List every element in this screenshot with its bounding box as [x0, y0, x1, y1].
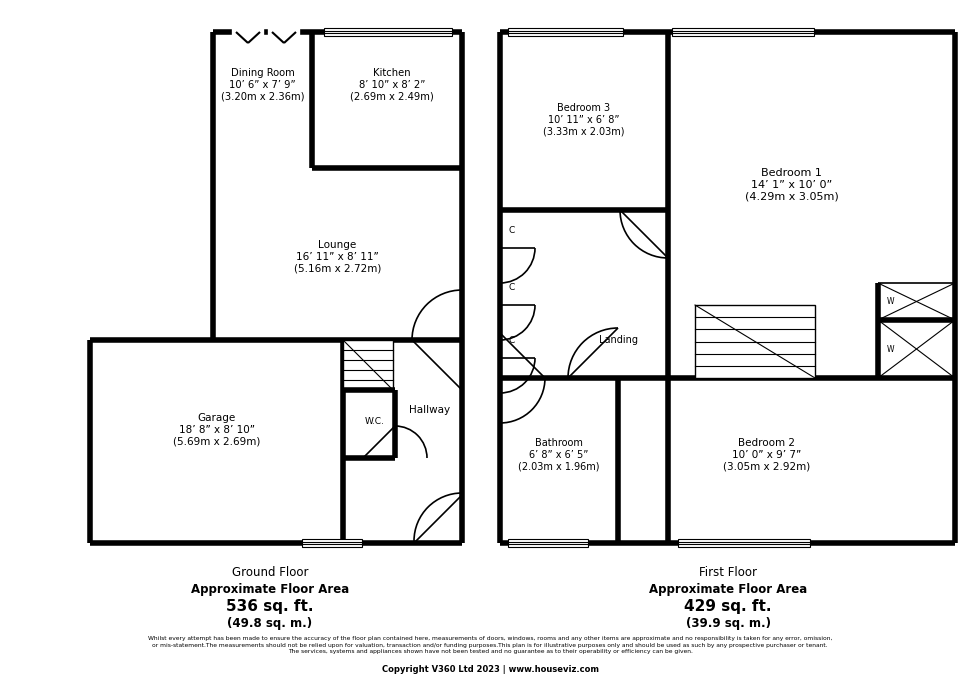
- Bar: [324, 28, 452, 36]
- Text: Garage
18’ 8” x 8’ 10”
(5.69m x 2.69m): Garage 18’ 8” x 8’ 10” (5.69m x 2.69m): [172, 414, 260, 446]
- Text: Bedroom 1
14’ 1” x 10’ 0”
(4.29m x 3.05m): Bedroom 1 14’ 1” x 10’ 0” (4.29m x 3.05m…: [745, 168, 838, 202]
- Text: Bedroom 3
10’ 11” x 6’ 8”
(3.33m x 2.03m): Bedroom 3 10’ 11” x 6’ 8” (3.33m x 2.03m…: [543, 103, 625, 137]
- Text: First Floor: First Floor: [699, 566, 757, 579]
- Text: Bathroom
6’ 8” x 6’ 5”
(2.03m x 1.96m): Bathroom 6’ 8” x 6’ 5” (2.03m x 1.96m): [518, 439, 600, 472]
- Bar: [678, 539, 810, 547]
- Bar: [695, 305, 815, 378]
- Text: Approximate Floor Area: Approximate Floor Area: [649, 583, 808, 595]
- Text: Ground Floor: Ground Floor: [231, 566, 309, 579]
- Bar: [302, 539, 362, 547]
- Text: (49.8 sq. m.): (49.8 sq. m.): [227, 617, 313, 631]
- Text: C: C: [509, 226, 515, 235]
- Bar: [508, 539, 588, 547]
- Text: W: W: [886, 297, 894, 306]
- Text: Landing: Landing: [599, 335, 638, 345]
- Bar: [508, 28, 623, 36]
- Text: Dining Room
10’ 6” x 7’ 9”
(3.20m x 2.36m): Dining Room 10’ 6” x 7’ 9” (3.20m x 2.36…: [220, 69, 304, 102]
- Text: C: C: [509, 336, 515, 345]
- Text: 536 sq. ft.: 536 sq. ft.: [226, 599, 314, 613]
- Text: Lounge
16’ 11” x 8’ 11”
(5.16m x 2.72m): Lounge 16’ 11” x 8’ 11” (5.16m x 2.72m): [294, 240, 381, 274]
- Text: Hallway: Hallway: [410, 405, 451, 415]
- Text: (39.9 sq. m.): (39.9 sq. m.): [685, 617, 770, 631]
- Text: W: W: [886, 344, 894, 353]
- Text: Approximate Floor Area: Approximate Floor Area: [191, 583, 349, 595]
- Text: W.C.: W.C.: [365, 417, 385, 426]
- Bar: [343, 340, 393, 390]
- Text: Bedroom 2
10’ 0” x 9’ 7”
(3.05m x 2.92m): Bedroom 2 10’ 0” x 9’ 7” (3.05m x 2.92m): [723, 439, 810, 472]
- Text: Kitchen
8’ 10” x 8’ 2”
(2.69m x 2.49m): Kitchen 8’ 10” x 8’ 2” (2.69m x 2.49m): [350, 69, 434, 102]
- Text: 429 sq. ft.: 429 sq. ft.: [684, 599, 772, 613]
- Text: Copyright V360 Ltd 2023 | www.houseviz.com: Copyright V360 Ltd 2023 | www.houseviz.c…: [381, 665, 599, 674]
- Bar: [672, 28, 814, 36]
- Text: C: C: [509, 283, 515, 292]
- Text: Whilst every attempt has been made to ensure the accuracy of the floor plan cont: Whilst every attempt has been made to en…: [148, 636, 832, 654]
